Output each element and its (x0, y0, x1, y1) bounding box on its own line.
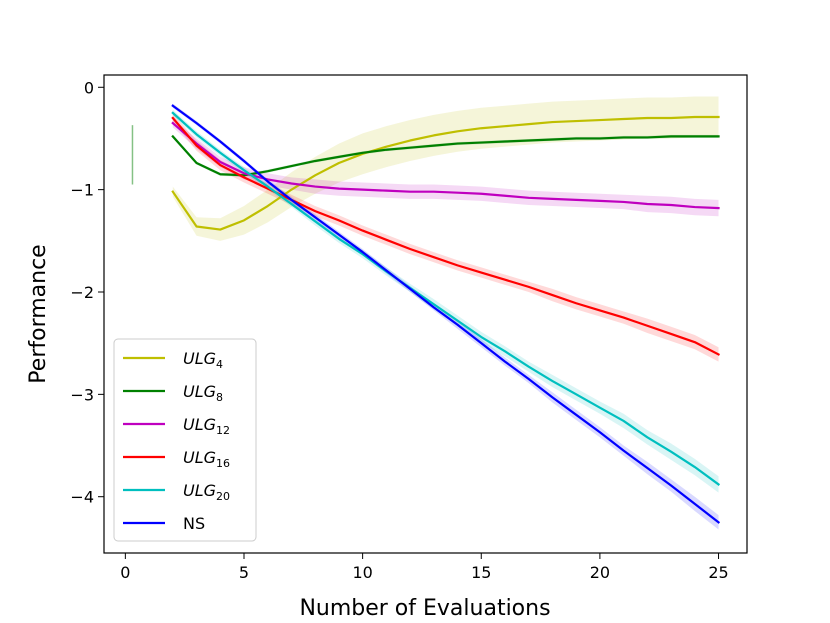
y-tick-label: −1 (70, 181, 94, 200)
x-axis-ticks: 0 5 10 15 20 25 (120, 553, 729, 582)
legend: ULG4 ULG8 ULG12 ULG16 ULG20 NS (113, 338, 257, 542)
y-axis-ticks: 0 −1 −2 −3 −4 (70, 78, 104, 507)
legend-label-ulg8: ULG8 (183, 382, 223, 404)
y-tick-label: −4 (70, 488, 94, 507)
legend-box (113, 338, 257, 542)
y-tick-label: 0 (84, 78, 94, 97)
x-axis-label: Number of Evaluations (299, 596, 550, 621)
legend-label-ulg20: ULG20 (183, 481, 230, 503)
series-line-ulg4 (171, 115, 720, 231)
band-ulg4 (172, 96, 719, 241)
y-axis-label: Performance (26, 244, 51, 383)
x-tick-label: 10 (352, 563, 372, 582)
band-ulg8 (172, 134, 719, 177)
x-tick-label: 5 (239, 563, 249, 582)
series-line-ulg20 (171, 111, 721, 486)
series-lines (171, 104, 721, 524)
y-tick-label: −2 (70, 283, 94, 302)
legend-label-ulg16: ULG16 (183, 448, 230, 470)
plot-frame (103, 74, 748, 554)
x-tick-label: 15 (471, 563, 491, 582)
band-ulg12 (172, 119, 719, 217)
x-tick-label: 20 (590, 563, 610, 582)
series-line-ulg16 (171, 116, 721, 356)
y-tick-label: −3 (70, 385, 94, 404)
x-tick-label: 25 (708, 563, 728, 582)
legend-label-ns: NS (183, 514, 205, 533)
series-line-ulg8 (171, 134, 720, 177)
legend-label-ulg12: ULG12 (183, 415, 230, 437)
legend-label-ulg4: ULG4 (183, 349, 223, 371)
series-line-ns (171, 104, 721, 524)
x-tick-label: 0 (120, 563, 130, 582)
band-ulg16 (172, 113, 719, 362)
